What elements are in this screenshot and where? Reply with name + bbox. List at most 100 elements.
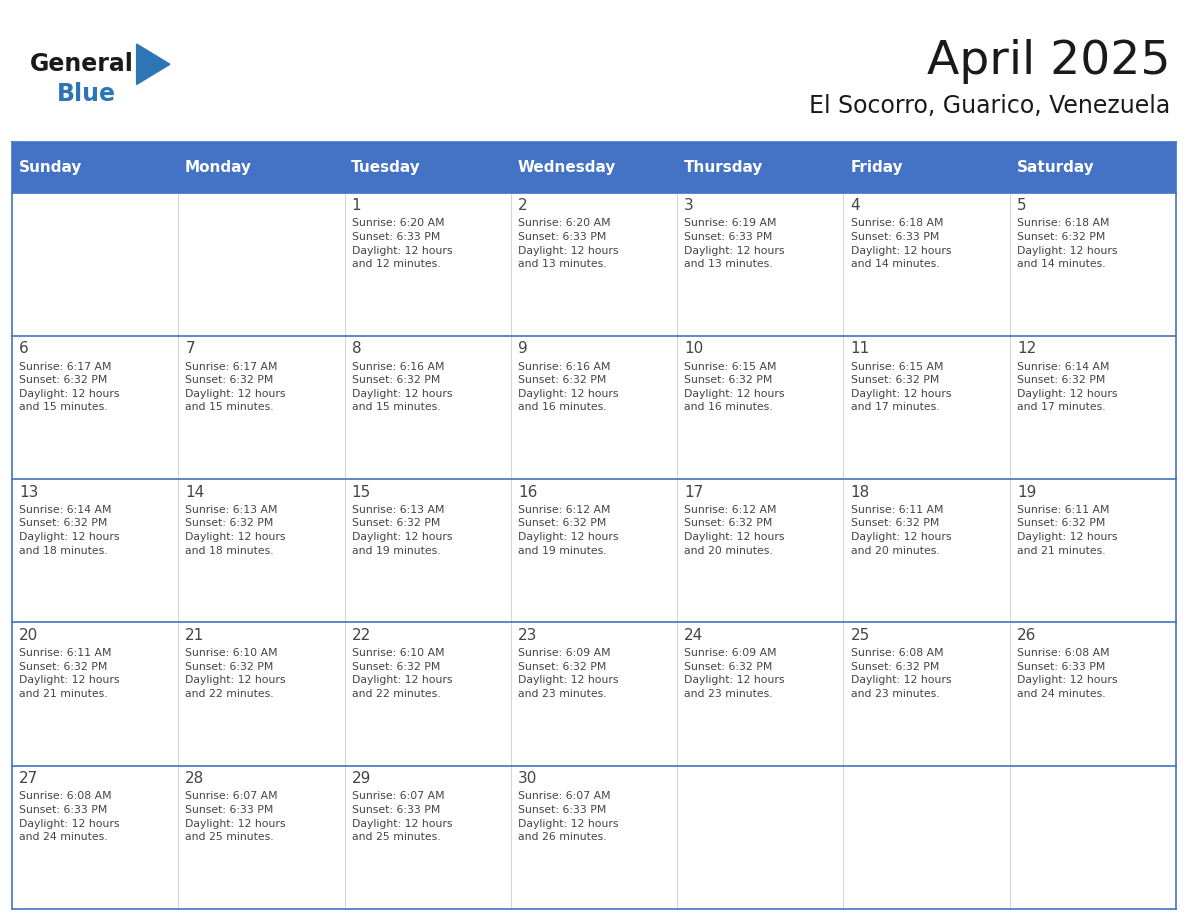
Text: 7: 7 bbox=[185, 341, 195, 356]
Text: Sunrise: 6:16 AM
Sunset: 6:32 PM
Daylight: 12 hours
and 15 minutes.: Sunrise: 6:16 AM Sunset: 6:32 PM Dayligh… bbox=[352, 362, 453, 412]
Text: 6: 6 bbox=[19, 341, 29, 356]
Text: 3: 3 bbox=[684, 198, 694, 213]
Text: Sunrise: 6:15 AM
Sunset: 6:32 PM
Daylight: 12 hours
and 16 minutes.: Sunrise: 6:15 AM Sunset: 6:32 PM Dayligh… bbox=[684, 362, 785, 412]
Bar bbox=[843, 193, 1010, 336]
Bar bbox=[677, 193, 843, 336]
Bar bbox=[1010, 766, 1176, 909]
Text: Sunrise: 6:12 AM
Sunset: 6:32 PM
Daylight: 12 hours
and 20 minutes.: Sunrise: 6:12 AM Sunset: 6:32 PM Dayligh… bbox=[684, 505, 785, 555]
Text: Tuesday: Tuesday bbox=[352, 160, 421, 175]
Text: 21: 21 bbox=[185, 628, 204, 643]
Text: Sunrise: 6:14 AM
Sunset: 6:32 PM
Daylight: 12 hours
and 17 minutes.: Sunrise: 6:14 AM Sunset: 6:32 PM Dayligh… bbox=[1017, 362, 1118, 412]
Text: 4: 4 bbox=[851, 198, 860, 213]
Text: 2: 2 bbox=[518, 198, 527, 213]
Bar bbox=[12, 193, 178, 336]
Text: Sunrise: 6:15 AM
Sunset: 6:32 PM
Daylight: 12 hours
and 17 minutes.: Sunrise: 6:15 AM Sunset: 6:32 PM Dayligh… bbox=[851, 362, 952, 412]
Text: El Socorro, Guarico, Venezuela: El Socorro, Guarico, Venezuela bbox=[809, 94, 1170, 118]
Text: Thursday: Thursday bbox=[684, 160, 763, 175]
Text: Sunrise: 6:16 AM
Sunset: 6:32 PM
Daylight: 12 hours
and 16 minutes.: Sunrise: 6:16 AM Sunset: 6:32 PM Dayligh… bbox=[518, 362, 619, 412]
Text: Sunrise: 6:14 AM
Sunset: 6:32 PM
Daylight: 12 hours
and 18 minutes.: Sunrise: 6:14 AM Sunset: 6:32 PM Dayligh… bbox=[19, 505, 120, 555]
Text: Sunrise: 6:13 AM
Sunset: 6:32 PM
Daylight: 12 hours
and 19 minutes.: Sunrise: 6:13 AM Sunset: 6:32 PM Dayligh… bbox=[352, 505, 453, 555]
Text: 14: 14 bbox=[185, 485, 204, 499]
Bar bbox=[677, 622, 843, 766]
Bar bbox=[843, 479, 1010, 622]
Text: 8: 8 bbox=[352, 341, 361, 356]
Text: 9: 9 bbox=[518, 341, 527, 356]
Text: Sunrise: 6:08 AM
Sunset: 6:33 PM
Daylight: 12 hours
and 24 minutes.: Sunrise: 6:08 AM Sunset: 6:33 PM Dayligh… bbox=[19, 791, 120, 842]
Bar bbox=[1010, 479, 1176, 622]
Bar bbox=[345, 193, 511, 336]
Bar bbox=[843, 142, 1010, 193]
Bar bbox=[511, 766, 677, 909]
Text: 19: 19 bbox=[1017, 485, 1036, 499]
Text: 13: 13 bbox=[19, 485, 38, 499]
Text: Saturday: Saturday bbox=[1017, 160, 1094, 175]
Text: Sunrise: 6:18 AM
Sunset: 6:32 PM
Daylight: 12 hours
and 14 minutes.: Sunrise: 6:18 AM Sunset: 6:32 PM Dayligh… bbox=[1017, 218, 1118, 269]
Text: 16: 16 bbox=[518, 485, 537, 499]
Text: Sunrise: 6:17 AM
Sunset: 6:32 PM
Daylight: 12 hours
and 15 minutes.: Sunrise: 6:17 AM Sunset: 6:32 PM Dayligh… bbox=[19, 362, 120, 412]
Text: Sunrise: 6:11 AM
Sunset: 6:32 PM
Daylight: 12 hours
and 21 minutes.: Sunrise: 6:11 AM Sunset: 6:32 PM Dayligh… bbox=[1017, 505, 1118, 555]
Text: Sunrise: 6:18 AM
Sunset: 6:33 PM
Daylight: 12 hours
and 14 minutes.: Sunrise: 6:18 AM Sunset: 6:33 PM Dayligh… bbox=[851, 218, 952, 269]
Bar bbox=[677, 142, 843, 193]
Bar bbox=[12, 142, 178, 193]
Bar bbox=[178, 336, 345, 479]
Bar bbox=[1010, 336, 1176, 479]
Bar bbox=[345, 142, 511, 193]
Text: 30: 30 bbox=[518, 771, 537, 786]
Bar bbox=[843, 766, 1010, 909]
Text: 15: 15 bbox=[352, 485, 371, 499]
Bar bbox=[511, 479, 677, 622]
Text: 29: 29 bbox=[352, 771, 371, 786]
Bar bbox=[511, 142, 677, 193]
Bar bbox=[178, 766, 345, 909]
Text: 11: 11 bbox=[851, 341, 870, 356]
Bar bbox=[511, 336, 677, 479]
Text: 25: 25 bbox=[851, 628, 870, 643]
Text: Sunrise: 6:20 AM
Sunset: 6:33 PM
Daylight: 12 hours
and 12 minutes.: Sunrise: 6:20 AM Sunset: 6:33 PM Dayligh… bbox=[352, 218, 453, 269]
Text: April 2025: April 2025 bbox=[927, 39, 1170, 84]
Text: 17: 17 bbox=[684, 485, 703, 499]
Text: 27: 27 bbox=[19, 771, 38, 786]
Bar bbox=[12, 622, 178, 766]
Text: Sunrise: 6:17 AM
Sunset: 6:32 PM
Daylight: 12 hours
and 15 minutes.: Sunrise: 6:17 AM Sunset: 6:32 PM Dayligh… bbox=[185, 362, 286, 412]
Bar bbox=[843, 336, 1010, 479]
Bar bbox=[677, 336, 843, 479]
Bar bbox=[511, 193, 677, 336]
Bar bbox=[511, 622, 677, 766]
Text: Sunrise: 6:09 AM
Sunset: 6:32 PM
Daylight: 12 hours
and 23 minutes.: Sunrise: 6:09 AM Sunset: 6:32 PM Dayligh… bbox=[684, 648, 785, 699]
Text: Sunrise: 6:10 AM
Sunset: 6:32 PM
Daylight: 12 hours
and 22 minutes.: Sunrise: 6:10 AM Sunset: 6:32 PM Dayligh… bbox=[185, 648, 286, 699]
Text: 23: 23 bbox=[518, 628, 537, 643]
Text: 20: 20 bbox=[19, 628, 38, 643]
Text: Sunrise: 6:07 AM
Sunset: 6:33 PM
Daylight: 12 hours
and 25 minutes.: Sunrise: 6:07 AM Sunset: 6:33 PM Dayligh… bbox=[352, 791, 453, 842]
Text: 10: 10 bbox=[684, 341, 703, 356]
Bar bbox=[178, 142, 345, 193]
Text: Sunrise: 6:13 AM
Sunset: 6:32 PM
Daylight: 12 hours
and 18 minutes.: Sunrise: 6:13 AM Sunset: 6:32 PM Dayligh… bbox=[185, 505, 286, 555]
Bar bbox=[12, 336, 178, 479]
Text: Sunrise: 6:09 AM
Sunset: 6:32 PM
Daylight: 12 hours
and 23 minutes.: Sunrise: 6:09 AM Sunset: 6:32 PM Dayligh… bbox=[518, 648, 619, 699]
Text: Sunrise: 6:19 AM
Sunset: 6:33 PM
Daylight: 12 hours
and 13 minutes.: Sunrise: 6:19 AM Sunset: 6:33 PM Dayligh… bbox=[684, 218, 785, 269]
Text: Sunrise: 6:08 AM
Sunset: 6:33 PM
Daylight: 12 hours
and 24 minutes.: Sunrise: 6:08 AM Sunset: 6:33 PM Dayligh… bbox=[1017, 648, 1118, 699]
Bar bbox=[12, 766, 178, 909]
Text: Sunrise: 6:12 AM
Sunset: 6:32 PM
Daylight: 12 hours
and 19 minutes.: Sunrise: 6:12 AM Sunset: 6:32 PM Dayligh… bbox=[518, 505, 619, 555]
Text: 26: 26 bbox=[1017, 628, 1036, 643]
Text: General: General bbox=[30, 52, 133, 76]
Text: Blue: Blue bbox=[57, 82, 116, 106]
Text: Monday: Monday bbox=[185, 160, 252, 175]
Text: Sunrise: 6:11 AM
Sunset: 6:32 PM
Daylight: 12 hours
and 20 minutes.: Sunrise: 6:11 AM Sunset: 6:32 PM Dayligh… bbox=[851, 505, 952, 555]
Text: Sunrise: 6:10 AM
Sunset: 6:32 PM
Daylight: 12 hours
and 22 minutes.: Sunrise: 6:10 AM Sunset: 6:32 PM Dayligh… bbox=[352, 648, 453, 699]
Text: Sunrise: 6:11 AM
Sunset: 6:32 PM
Daylight: 12 hours
and 21 minutes.: Sunrise: 6:11 AM Sunset: 6:32 PM Dayligh… bbox=[19, 648, 120, 699]
Text: Sunday: Sunday bbox=[19, 160, 82, 175]
Text: 22: 22 bbox=[352, 628, 371, 643]
Bar bbox=[178, 479, 345, 622]
Text: 1: 1 bbox=[352, 198, 361, 213]
Polygon shape bbox=[137, 44, 170, 84]
Bar bbox=[1010, 142, 1176, 193]
Text: 5: 5 bbox=[1017, 198, 1026, 213]
Text: 24: 24 bbox=[684, 628, 703, 643]
Bar bbox=[345, 766, 511, 909]
Text: Friday: Friday bbox=[851, 160, 903, 175]
Bar bbox=[345, 622, 511, 766]
Bar bbox=[178, 622, 345, 766]
Text: Sunrise: 6:20 AM
Sunset: 6:33 PM
Daylight: 12 hours
and 13 minutes.: Sunrise: 6:20 AM Sunset: 6:33 PM Dayligh… bbox=[518, 218, 619, 269]
Text: 28: 28 bbox=[185, 771, 204, 786]
Bar bbox=[677, 766, 843, 909]
